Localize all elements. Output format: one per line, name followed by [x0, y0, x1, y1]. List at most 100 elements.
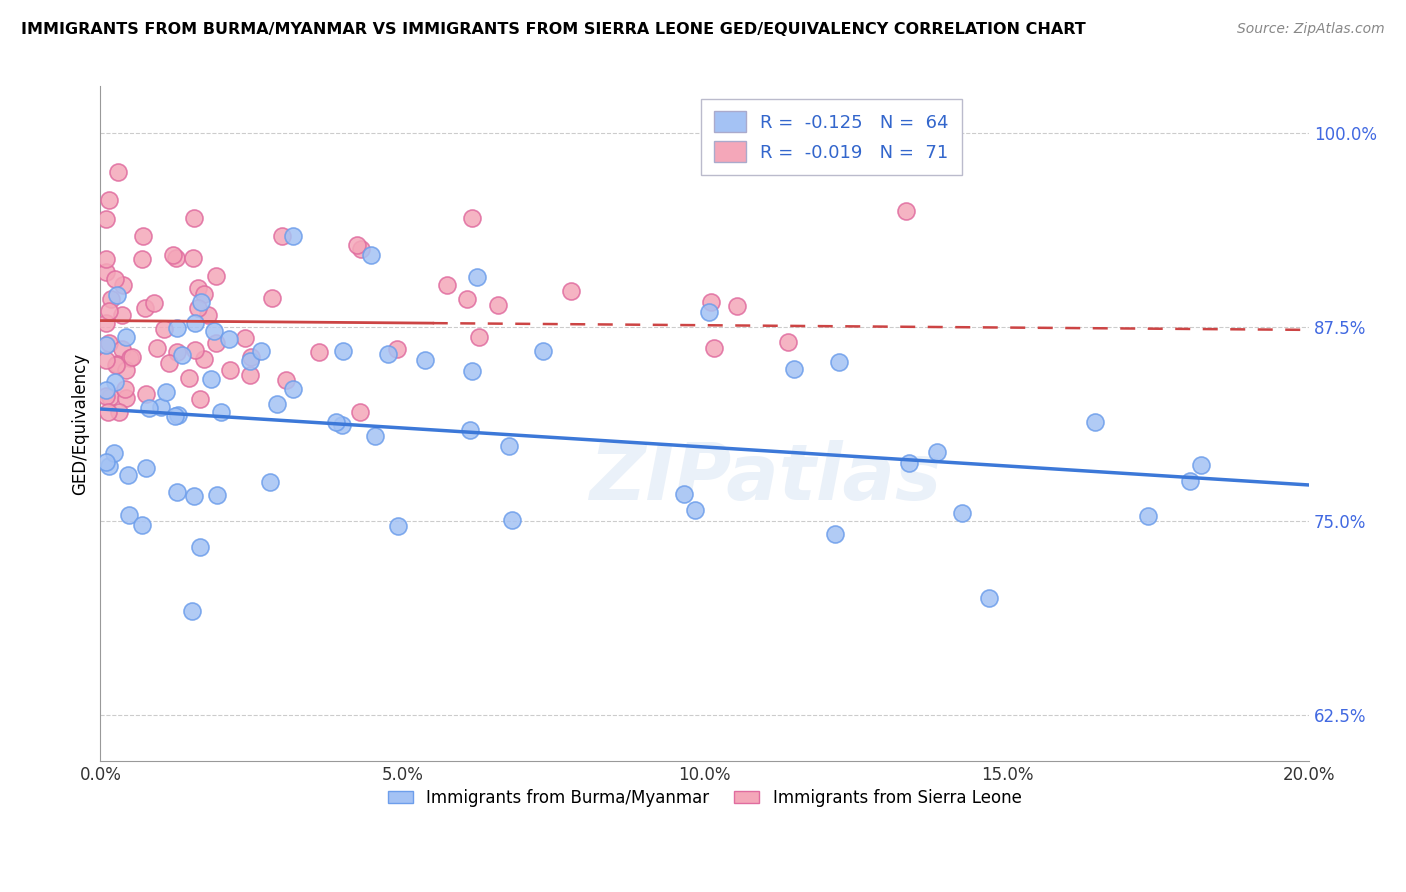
Text: ZIPatlas: ZIPatlas	[589, 440, 941, 516]
Point	[360, 248, 382, 262]
Point	[166, 321, 188, 335]
Point	[134, 301, 156, 315]
Point	[100, 292, 122, 306]
Point	[950, 507, 973, 521]
Point	[150, 400, 173, 414]
Point	[697, 305, 720, 319]
Point	[205, 488, 228, 502]
Point	[115, 391, 138, 405]
Point	[162, 248, 184, 262]
Point	[200, 372, 222, 386]
Point	[188, 541, 211, 555]
Point	[927, 444, 949, 458]
Point	[153, 322, 176, 336]
Point	[387, 519, 409, 533]
Point	[188, 392, 211, 406]
Point	[177, 370, 200, 384]
Point	[274, 373, 297, 387]
Point	[703, 341, 725, 355]
Point	[413, 352, 436, 367]
Point	[209, 405, 232, 419]
Point	[183, 211, 205, 226]
Point	[218, 332, 240, 346]
Point	[104, 375, 127, 389]
Point	[725, 299, 748, 313]
Point	[146, 341, 169, 355]
Point	[117, 468, 139, 483]
Point	[115, 363, 138, 377]
Point	[219, 363, 242, 377]
Point	[1084, 415, 1107, 429]
Point	[1136, 509, 1159, 524]
Point	[187, 301, 209, 315]
Point	[350, 243, 373, 257]
Point	[456, 292, 478, 306]
Point	[461, 211, 484, 226]
Point	[166, 408, 188, 422]
Point	[105, 288, 128, 302]
Point	[96, 316, 118, 330]
Point	[183, 489, 205, 503]
Point	[96, 389, 118, 403]
Point	[501, 513, 523, 527]
Point	[107, 165, 129, 179]
Y-axis label: GED/Equivalency: GED/Equivalency	[72, 352, 89, 495]
Point	[672, 486, 695, 500]
Point	[97, 405, 120, 419]
Point	[377, 347, 399, 361]
Point	[308, 345, 330, 359]
Point	[205, 336, 228, 351]
Point	[468, 330, 491, 344]
Point	[111, 278, 134, 293]
Point	[96, 384, 118, 398]
Point	[250, 344, 273, 359]
Point	[465, 270, 488, 285]
Point	[115, 330, 138, 344]
Point	[184, 316, 207, 330]
Point	[238, 354, 260, 368]
Point	[163, 409, 186, 423]
Point	[824, 527, 846, 541]
Point	[96, 337, 118, 351]
Point	[166, 345, 188, 359]
Point	[157, 356, 180, 370]
Point	[165, 251, 187, 265]
Point	[143, 295, 166, 310]
Point	[96, 252, 118, 267]
Point	[114, 382, 136, 396]
Point	[96, 264, 118, 278]
Point	[181, 604, 204, 618]
Text: IMMIGRANTS FROM BURMA/MYANMAR VS IMMIGRANTS FROM SIERRA LEONE GED/EQUIVALENCY CO: IMMIGRANTS FROM BURMA/MYANMAR VS IMMIGRA…	[21, 22, 1085, 37]
Point	[233, 331, 256, 345]
Point	[894, 203, 917, 218]
Point	[104, 272, 127, 286]
Point	[782, 362, 804, 376]
Point	[685, 503, 707, 517]
Point	[131, 252, 153, 266]
Point	[332, 344, 354, 359]
Point	[132, 229, 155, 244]
Point	[460, 363, 482, 377]
Point	[98, 336, 121, 351]
Point	[135, 460, 157, 475]
Point	[486, 298, 509, 312]
Point	[898, 456, 921, 470]
Point	[98, 303, 121, 318]
Point	[121, 350, 143, 364]
Point	[190, 295, 212, 310]
Point	[138, 401, 160, 415]
Point	[187, 280, 209, 294]
Point	[111, 342, 134, 356]
Point	[172, 348, 194, 362]
Point	[97, 193, 120, 207]
Point	[560, 284, 582, 298]
Legend: Immigrants from Burma/Myanmar, Immigrants from Sierra Leone: Immigrants from Burma/Myanmar, Immigrant…	[381, 782, 1028, 814]
Point	[166, 485, 188, 500]
Point	[325, 415, 347, 429]
Point	[96, 352, 118, 367]
Point	[266, 397, 288, 411]
Point	[96, 212, 118, 227]
Point	[193, 351, 215, 366]
Point	[183, 343, 205, 358]
Point	[531, 343, 554, 358]
